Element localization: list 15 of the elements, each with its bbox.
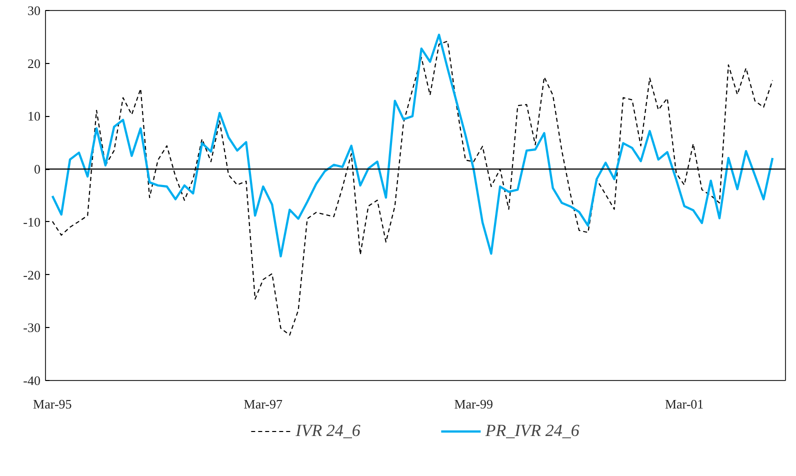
y-tick-label: -20 — [23, 267, 41, 282]
x-tick-label: Mar-99 — [454, 396, 493, 412]
y-tick-label: 20 — [28, 56, 40, 71]
legend-label: PR_IVR 24_6 — [485, 421, 580, 441]
y-tick-label: 30 — [28, 3, 40, 18]
y-tick-label: 0 — [34, 162, 40, 177]
legend-label: IVR 24_6 — [296, 421, 360, 441]
x-tick-label: Mar-01 — [664, 396, 704, 412]
y-tick-label: -10 — [23, 214, 41, 230]
y-tick-label: -40 — [23, 373, 41, 388]
y-tick-label: 10 — [28, 108, 40, 124]
y-tick-label: -30 — [23, 320, 41, 336]
line-series — [51, 34, 774, 258]
x-tick-label: Mar-95 — [33, 396, 72, 412]
x-tick-label: Mar-97 — [244, 396, 284, 412]
